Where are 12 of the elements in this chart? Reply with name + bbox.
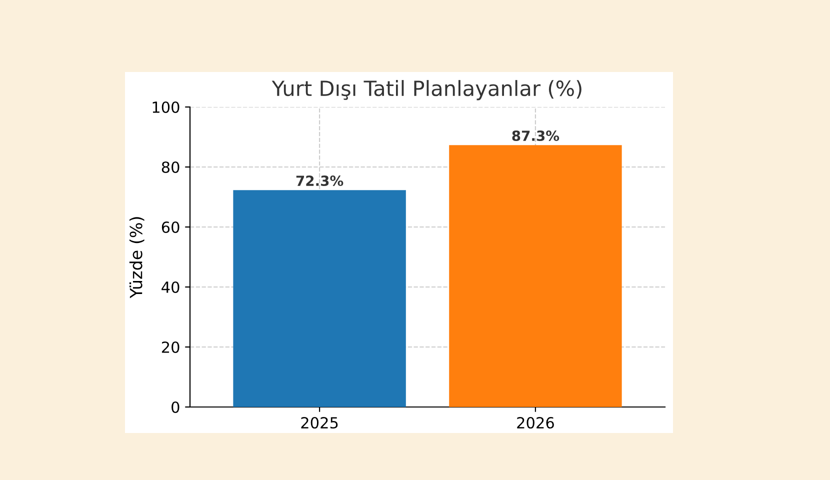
y-tick-label: 80 [162,161,180,174]
y-tick-label: 100 [152,101,180,114]
x-tick-label: 2026 [517,416,554,429]
y-tick-label: 60 [162,221,180,234]
data-label: 87.3% [512,130,560,142]
y-tick-label: 40 [162,281,180,294]
y-tick-label: 20 [162,341,180,354]
chart-title: Yurt Dışı Tatil Planlayanlar (%) [272,80,582,100]
data-label: 72.3% [296,176,344,186]
y-axis-title: Yüzde (%) [129,217,144,298]
y-tick-label: 0 [172,401,180,414]
x-tick-label: 2025 [301,416,338,429]
